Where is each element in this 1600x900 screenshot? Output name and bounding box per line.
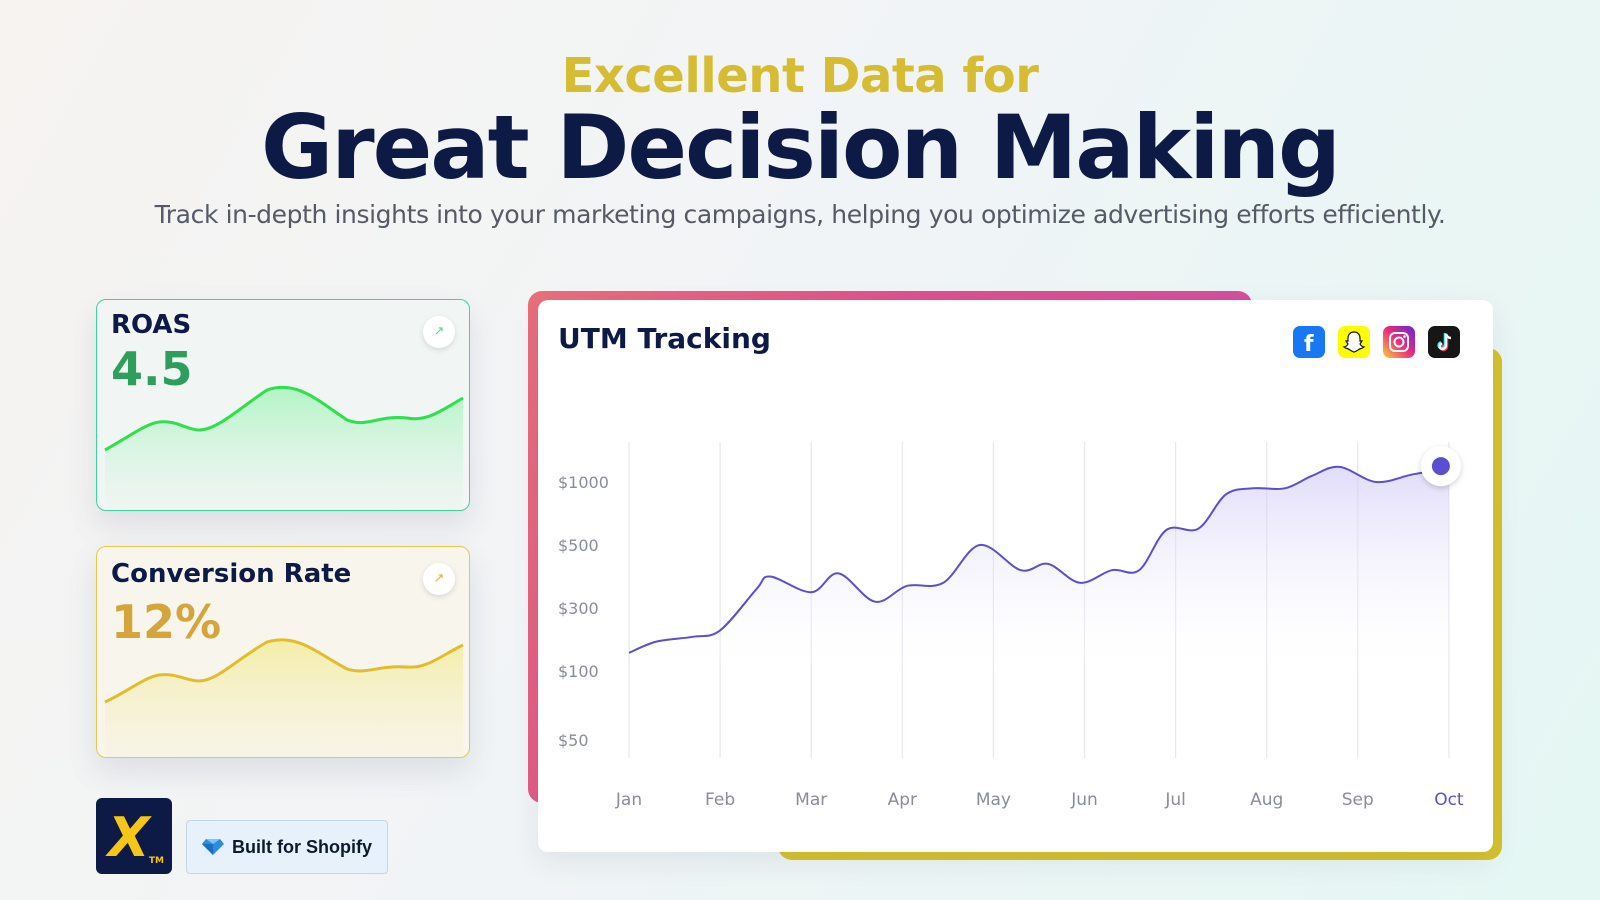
hero-subtitle: Track in-depth insights into your market…: [154, 200, 1446, 229]
roas-line: [104, 385, 464, 452]
roas-area: [105, 387, 463, 510]
x-tick-label: Jul: [1164, 790, 1186, 810]
instagram-icon[interactable]: [1383, 326, 1415, 358]
logo-mark: X: [108, 806, 150, 869]
x-tick-label: Feb: [705, 790, 735, 810]
logo-tm: TM: [148, 856, 164, 866]
y-tick-label: $1000: [558, 473, 609, 492]
arrow-up-right-icon[interactable]: ↗: [423, 563, 455, 595]
conversion-sparkline: [104, 638, 464, 757]
y-tick-label: $50: [558, 731, 589, 750]
y-tick-label: $300: [558, 599, 599, 618]
utm-tracking-card: UTM Tracking f: [538, 300, 1493, 852]
roas-card: ROAS 4.5 ↗: [96, 299, 470, 511]
utm-chart: $1000 $500 $300 $100 $50 Jan Feb Mar Apr May Jun Ju…: [558, 442, 1464, 810]
brand-logo: X TM: [96, 798, 172, 874]
y-tick-label: $100: [558, 662, 599, 681]
x-tick-label: Oct: [1434, 790, 1464, 810]
svg-text:f: f: [1304, 332, 1314, 357]
x-tick-label: Sep: [1342, 790, 1374, 810]
facebook-icon[interactable]: f: [1293, 326, 1325, 358]
utm-title: UTM Tracking: [558, 322, 771, 355]
series-line: [628, 465, 1450, 654]
tiktok-icon[interactable]: [1428, 326, 1460, 358]
x-tick-label: Aug: [1250, 790, 1283, 810]
conversion-rate-card: Conversion Rate 12% ↗: [96, 546, 470, 758]
snapchat-icon[interactable]: [1338, 326, 1370, 358]
roas-value: 4.5: [111, 342, 193, 396]
built-for-shopify-badge[interactable]: Built for Shopify: [186, 820, 388, 874]
x-tick-label: Jun: [1070, 790, 1098, 810]
roas-label: ROAS: [111, 310, 192, 340]
arrow-up-right-icon[interactable]: ↗: [423, 316, 455, 348]
y-tick-label: $500: [558, 536, 599, 555]
conversion-value: 12%: [111, 595, 222, 649]
conversion-line: [104, 638, 464, 704]
x-tick-label: May: [976, 790, 1011, 810]
roas-sparkline: [104, 385, 464, 510]
conversion-area: [105, 639, 463, 757]
x-tick-label: Jan: [615, 790, 642, 810]
highlight-point[interactable]: [1431, 457, 1450, 476]
conversion-label: Conversion Rate: [111, 559, 352, 589]
diamond-icon: [202, 839, 224, 855]
x-tick-label: Mar: [795, 790, 827, 810]
hero-title: Great Decision Making: [260, 96, 1341, 199]
x-tick-label: Apr: [888, 790, 917, 810]
badge-label: Built for Shopify: [232, 836, 372, 857]
headline: Excellent Data for: [561, 48, 1039, 104]
